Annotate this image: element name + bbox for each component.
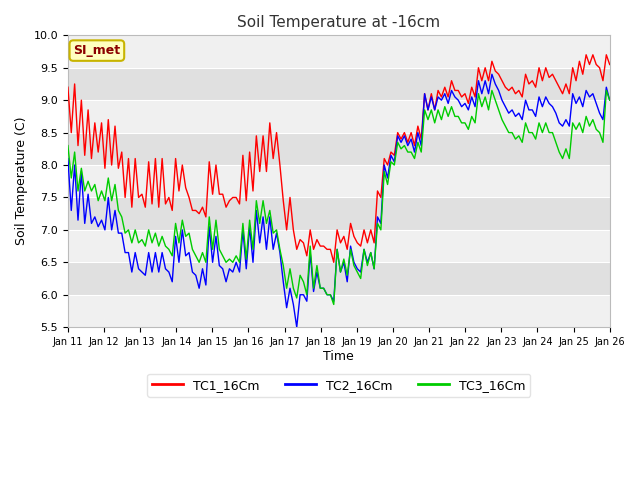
Bar — [68, 68, 610, 100]
Bar — [68, 132, 610, 165]
Legend: TC1_16Cm, TC2_16Cm, TC3_16Cm: TC1_16Cm, TC2_16Cm, TC3_16Cm — [147, 374, 531, 397]
X-axis label: Time: Time — [323, 349, 354, 363]
Bar — [68, 230, 610, 262]
Bar — [68, 36, 610, 68]
Text: SI_met: SI_met — [74, 44, 120, 57]
Bar — [68, 165, 610, 197]
Title: Soil Temperature at -16cm: Soil Temperature at -16cm — [237, 15, 440, 30]
Bar — [68, 100, 610, 132]
Y-axis label: Soil Temperature (C): Soil Temperature (C) — [15, 117, 28, 245]
Bar — [68, 262, 610, 295]
Bar — [68, 295, 610, 327]
Bar — [68, 197, 610, 230]
